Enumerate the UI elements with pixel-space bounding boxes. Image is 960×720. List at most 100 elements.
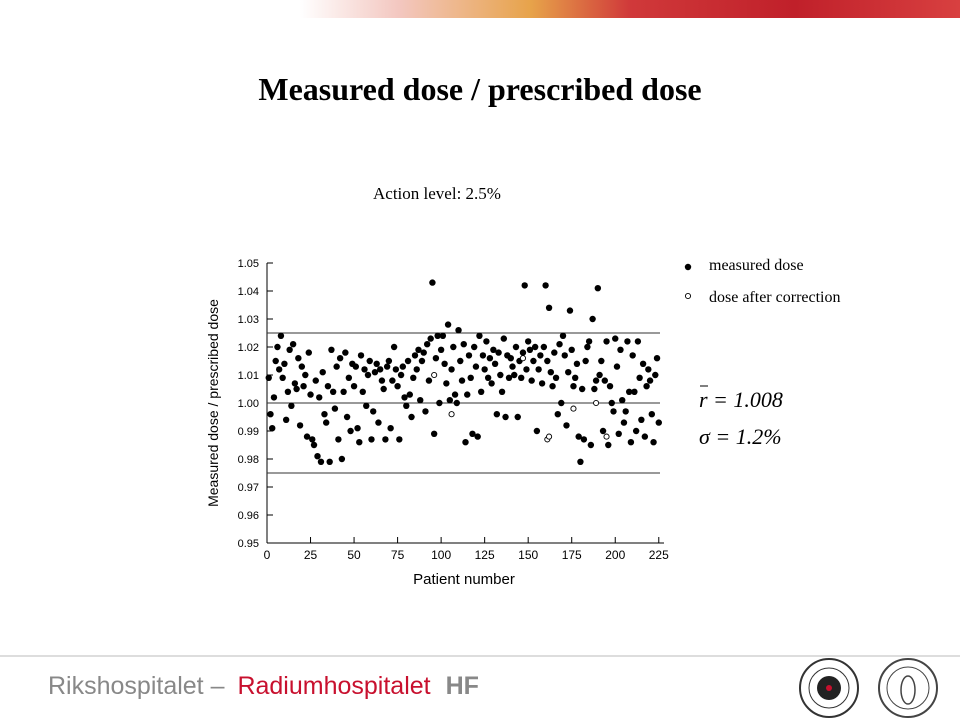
x-tick-label: 175 (562, 548, 582, 562)
measured-point (376, 366, 384, 373)
measured-point (441, 360, 448, 367)
measured-point (493, 411, 501, 418)
measured-point (397, 371, 405, 379)
measured-point (323, 419, 330, 426)
measured-point (627, 439, 635, 446)
corrected-point (603, 433, 610, 440)
measured-point (484, 374, 492, 381)
measured-point (387, 425, 394, 432)
y-tick-label: 1.05 (238, 258, 259, 270)
measured-point (267, 411, 274, 418)
measured-point (518, 374, 525, 381)
legend-marker (684, 292, 692, 300)
measured-point (471, 343, 478, 351)
measured-point (279, 374, 286, 381)
top-bar (300, 0, 960, 18)
measured-point (410, 374, 417, 381)
measured-point (366, 357, 373, 365)
measured-point (404, 357, 412, 365)
measured-point (350, 383, 358, 390)
measured-point (382, 436, 389, 443)
measured-point (373, 360, 380, 367)
x-tick-label: 75 (391, 548, 405, 562)
measured-point (439, 332, 447, 339)
measured-point (432, 355, 440, 362)
measured-point (403, 402, 410, 409)
measured-point (512, 343, 520, 351)
measured-point (509, 363, 516, 370)
measured-point (282, 416, 290, 423)
measured-point (502, 413, 509, 421)
measured-point (335, 436, 342, 443)
y-tick-label: 1.02 (238, 342, 259, 354)
measured-point (434, 332, 441, 339)
measured-point (331, 405, 339, 412)
measured-point (577, 458, 584, 465)
measured-point (530, 357, 537, 365)
measured-point (336, 355, 344, 362)
measured-point (531, 343, 539, 351)
measured-point (624, 338, 631, 345)
measured-point (436, 399, 443, 407)
measured-point (605, 441, 612, 449)
measured-point (483, 338, 490, 345)
x-tick-label: 100 (431, 548, 451, 562)
measured-point (422, 408, 429, 415)
measured-point (565, 369, 572, 376)
measured-point (415, 346, 422, 353)
measured-point (594, 285, 602, 292)
measured-point (497, 371, 504, 379)
measured-point (476, 332, 483, 339)
measured-point (317, 458, 325, 465)
measured-point (537, 352, 544, 359)
measured-point (563, 422, 570, 429)
measured-point (413, 366, 420, 373)
y-tick-label: 0.99 (238, 426, 259, 438)
corrected-point (570, 405, 577, 412)
measured-point (587, 441, 595, 449)
measured-point (646, 377, 654, 384)
measured-point (275, 366, 283, 373)
measured-point (571, 374, 579, 381)
measured-point (464, 391, 471, 398)
measured-point (288, 402, 295, 409)
measured-point (528, 377, 535, 384)
measured-point (423, 341, 431, 348)
legend-marker (684, 263, 692, 271)
measured-point (300, 383, 307, 390)
measured-point (375, 419, 382, 426)
measured-point (645, 366, 652, 373)
measured-point (406, 391, 413, 398)
measured-point (448, 366, 455, 373)
measured-point (625, 388, 633, 395)
measured-point (568, 346, 575, 353)
measured-point (265, 374, 272, 381)
measured-point (554, 411, 561, 418)
measured-point (418, 357, 426, 365)
corrected-point (546, 433, 553, 440)
footer-right: Radiumhospitalet (237, 672, 430, 700)
measured-point (389, 377, 396, 384)
measured-point (328, 346, 335, 353)
measured-point (450, 343, 457, 351)
measured-point (547, 369, 555, 376)
measured-point (356, 439, 363, 446)
measured-point (390, 343, 398, 351)
measured-point (385, 357, 393, 365)
measured-point (451, 391, 459, 398)
measured-point (364, 371, 372, 379)
measured-point (491, 360, 499, 367)
measured-point (340, 388, 347, 395)
measured-point (631, 388, 638, 395)
measured-point (357, 352, 365, 359)
measured-point (298, 363, 306, 370)
measured-point (592, 377, 600, 384)
measured-point (591, 385, 598, 393)
measured-point (601, 377, 608, 384)
measured-point (608, 399, 615, 407)
measured-point (584, 343, 591, 351)
measured-point (457, 357, 464, 365)
measured-point (401, 394, 408, 401)
measured-point (392, 366, 400, 373)
